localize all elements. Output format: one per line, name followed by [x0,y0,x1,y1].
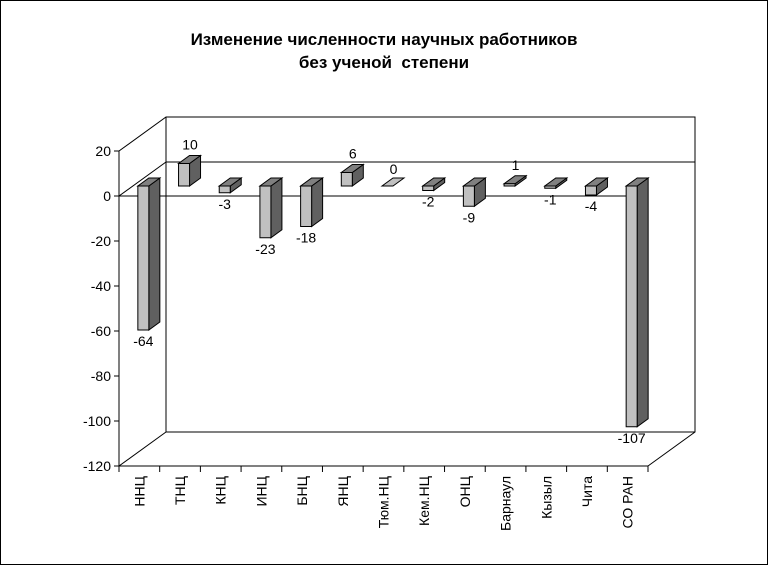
bar [380,177,406,187]
bar [502,174,528,187]
chart-axes: 200-20-40-60-80-100-120 [83,143,649,474]
bar-data-label: 1 [512,157,520,173]
bar-side [270,177,283,239]
y-tick-label: 0 [103,188,111,204]
x-category-label: СО РАН [620,476,636,528]
bar-front [300,185,313,227]
bar-data-label: -107 [618,430,646,446]
bar-front [422,185,435,191]
bar [136,177,162,331]
bar [583,177,609,196]
bar-side [636,177,649,428]
bar-data-label: -2 [422,194,435,210]
bar-front [462,185,475,207]
bar-front [625,185,638,428]
bar-front [340,172,353,187]
zero-line-depth [118,161,167,197]
bar-data-label: -3 [219,196,232,212]
y-tick-label: -80 [91,368,111,384]
bar-front [137,185,150,331]
bar [177,154,203,187]
bar [421,177,447,192]
bar-data-label: -64 [133,333,153,349]
chart-labels: -64 ННЦ 10 ТНЦ -3 КНЦ -23 ИНЦ -18 БНЦ 6 ЯНЦ 0 Тюм.НЦ -… [131,137,646,531]
x-category-label: ТНЦ [172,475,188,505]
x-category-label: ННЦ [131,475,147,506]
x-category-label: ИНЦ [253,475,269,506]
x-category-label: Тюм.НЦ [376,475,392,528]
chart-title-line-2: без ученой степени [298,53,470,72]
bar-data-label: -1 [544,191,557,207]
y-tick-label: -100 [83,413,111,429]
chart-title-line-1: Изменение численности научных работников [190,30,578,49]
bar-front [259,185,272,239]
bar-front [218,185,231,194]
chart-walls [118,116,696,467]
bar-front [544,185,557,189]
wall-outline [118,116,696,467]
y-tick-label: -40 [91,278,111,294]
bar-data-label: 10 [182,137,198,153]
bar [624,177,650,428]
x-category-label: Кызыл [538,476,554,519]
chart-title: Изменение численности научных работников… [0,28,768,74]
bar-data-label: -9 [463,209,476,225]
bar-data-label: 0 [390,161,398,177]
bar-front [178,163,191,187]
x-category-label: Кем.НЦ [416,475,432,526]
bar [543,177,569,190]
bar-data-label: -18 [296,230,316,246]
bar-top [380,177,406,187]
bar-front [503,183,516,187]
x-category-label: КНЦ [213,475,229,504]
chart-bars [136,154,650,428]
y-tick-label: -120 [83,458,111,474]
bar [299,177,325,228]
x-category-label: Барнаул [498,476,514,531]
bar [339,163,365,187]
x-category-label: ЯНЦ [335,475,351,506]
bar-side [148,177,161,331]
bar [461,177,487,208]
bar-data-label: -23 [255,241,275,257]
bar [217,177,243,194]
y-tick-label: -60 [91,323,111,339]
x-category-label: ОНЦ [457,475,473,507]
floor-edge-left [118,431,167,467]
x-category-label: Чита [579,476,595,507]
bar-front [584,185,597,196]
bar-data-label: -4 [585,198,598,214]
y-tick-label: -20 [91,233,111,249]
y-tick-label: 20 [95,143,111,159]
bar [258,177,284,239]
x-category-label: БНЦ [294,475,310,505]
bar-data-label: 6 [349,146,357,162]
